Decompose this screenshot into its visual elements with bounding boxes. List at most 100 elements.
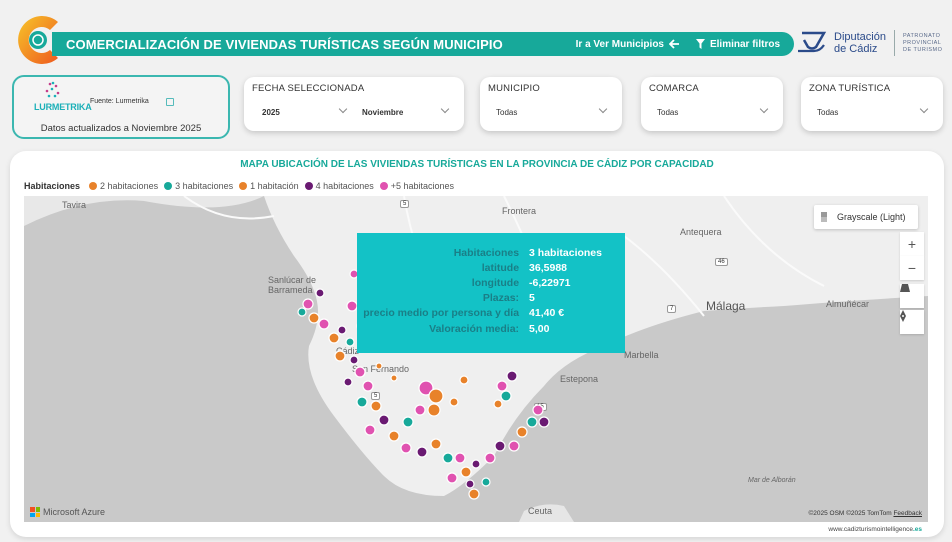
place-label: Sanlúcar de [268,275,317,285]
attribution-text: ©2025 OSM ©2025 TomTom [808,510,892,517]
app-logo-icon [18,16,58,64]
org-sub-3: DE TURISMO [902,46,943,53]
website-text: www.cadizturismointelligence [828,526,913,533]
month-dropdown[interactable]: Noviembre [362,103,452,121]
tooltip-key: Habitaciones [453,246,520,259]
map-style-button[interactable]: Grayscale (Light) [814,205,918,229]
comarca-value: Todas [657,107,679,117]
year-dropdown[interactable]: 2025 [262,103,350,121]
tooltip-row: latitude 36,5988 [360,260,605,275]
tooltip-key: precio medio por persona y día [363,307,520,320]
chevron-down-icon [598,104,608,114]
feedback-link[interactable]: Feedback [893,510,922,517]
page-title: COMERCIALIZACIÓN DE VIVIENDAS TURÍSTICAS… [66,36,503,52]
map-attribution: ©2025 OSM ©2025 TomTom Feedback [808,510,922,517]
tooltip-key: longitude [471,276,520,289]
clear-filters-label: Eliminar filtros [709,38,780,50]
zoom-out-button[interactable]: − [900,256,924,280]
org-sub-1: PATRONATO [902,32,941,39]
tooltip-row: longitude -6,22971 [360,275,605,290]
zona-filter: ZONA TURÍSTICA Todas [801,77,943,131]
legend-item[interactable]: +5 habitaciones [390,181,455,191]
go-municipios-label: Ir a Ver Municipios [575,38,664,50]
place-label: Frontera [502,206,537,216]
chevron-down-icon [919,104,929,114]
map-legend: Habitaciones 2 habitaciones 3 habitacion… [24,181,454,191]
date-filter-label: FECHA SELECCIONADA [252,83,365,94]
diputacion-emblem-icon [798,31,827,53]
compass-icon [900,310,906,322]
org-name-1: Diputación [834,31,886,43]
compass-button[interactable] [900,310,924,334]
tooltip-value: 5 [529,292,535,305]
legend-item[interactable]: 2 habitaciones [100,181,159,191]
road-shield: 5 [400,200,410,208]
tooltip-value: 5,00 [529,322,550,335]
org-name-2: de Cádiz [834,43,878,55]
zoom-in-button[interactable]: + [900,232,924,256]
legend-dot-icon [304,182,313,190]
date-filter: FECHA SELECCIONADA 2025 Noviembre [244,77,464,131]
clear-filters-button[interactable]: Eliminar filtros [695,38,780,50]
source-label: Fuente: Lurmetrika [90,98,149,105]
pitch-button[interactable] [900,284,924,308]
place-label: Tavira [62,200,87,210]
place-label: Mar de Alborán [748,477,796,484]
year-value: 2025 [262,107,280,117]
go-municipios-button[interactable]: Ir a Ver Municipios [576,39,680,50]
pitch-icon [900,284,910,292]
legend-item[interactable]: 4 habitaciones [315,181,374,191]
map-style-icon [821,212,827,222]
lurmetrika-brand: LURMETRIKA [34,102,92,112]
road-shield: 5 [371,392,381,400]
chevron-down-icon [338,104,348,114]
place-label: Cádiz [336,346,360,356]
tooltip-key: Valoración media: [429,322,520,335]
legend-item[interactable]: 3 habitaciones [175,181,234,191]
tooltip-row: precio medio por persona y día 41,40 € [360,306,605,321]
place-label: Estepona [560,374,599,384]
zona-value: Todas [817,107,839,117]
chevron-down-icon [759,104,769,114]
org-sub-2: PROVINCIAL [902,39,942,46]
updated-text: Datos actualizados a Noviembre 2025 [40,123,202,134]
municipio-value: Todas [496,107,518,117]
website-footer[interactable]: www.cadizturismointelligence.es [828,526,922,533]
legend-title: Habitaciones [24,181,81,191]
map-tooltip: Habitaciones 3 habitaciones latitude 36,59… [357,233,625,353]
microsoft-logo-icon [30,507,40,517]
tooltip-value: 36,5988 [529,261,568,274]
divider [893,30,895,56]
legend-dot-icon [89,182,98,190]
legend-dot-icon [379,182,388,190]
municipio-filter: MUNICIPIO Todas [480,77,622,131]
tooltip-value: -6,22971 [529,276,571,289]
website-tld: .es [912,526,922,533]
external-link-icon[interactable] [166,98,174,106]
zona-label: ZONA TURÍSTICA [809,83,891,94]
plus-icon: + [907,236,917,252]
road-shield: 46 [715,258,728,266]
arrow-left-icon [668,39,679,49]
municipio-label: MUNICIPIO [488,83,540,94]
comarca-dropdown[interactable]: Todas [657,103,771,121]
tooltip-key: Plazas: [482,292,520,305]
month-value: Noviembre [362,107,404,117]
diputacion-logo: Diputación de Cádiz PATRONATO PROVINCIAL DE… [798,30,942,56]
lurmetrika-logo-icon [45,81,60,98]
legend-item[interactable]: 1 habitación [250,181,299,191]
map-markers[interactable] [24,196,928,522]
place-label: Ceuta [528,506,553,516]
zona-dropdown[interactable]: Todas [817,103,931,121]
filter-icon [695,39,705,49]
place-label: Almuñécar [826,299,870,309]
map-title: MAPA UBICACIÓN DE LAS VIVIENDAS TURÍSTIC… [240,159,714,170]
tooltip-row: Valoración media: 5,00 [360,321,605,336]
place-label: Málaga [706,299,746,313]
minus-icon: − [907,260,917,276]
legend-dot-icon [239,182,248,190]
municipio-dropdown[interactable]: Todas [496,103,610,121]
place-label: Barrameda [268,285,313,295]
comarca-filter: COMARCA Todas [641,77,783,131]
place-label: Marbella [624,350,659,360]
